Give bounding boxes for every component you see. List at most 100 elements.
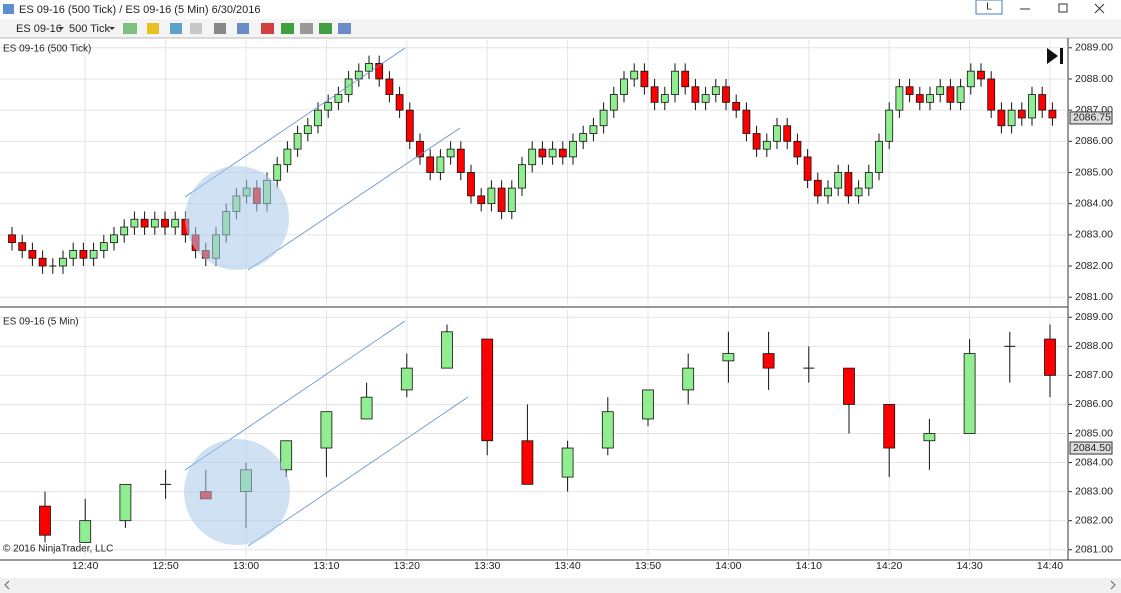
candle-body (344, 78, 353, 95)
candle-body (793, 140, 802, 158)
candle-body (579, 133, 588, 142)
candle-body (963, 353, 976, 434)
candle-body (926, 94, 934, 103)
price-marker-label: 2086.75 (1073, 112, 1111, 124)
bar-type-icon[interactable] (123, 23, 137, 34)
price-marker (1069, 111, 1113, 125)
candle-body (936, 86, 945, 95)
y-tick-label: 2088.00 (1075, 340, 1113, 352)
candle-body (283, 148, 292, 166)
candle-body (395, 94, 404, 111)
candle-body (365, 62, 373, 72)
candle-body (334, 94, 343, 103)
scroll-to-end[interactable] (1047, 48, 1063, 64)
trend-channel-line (247, 127, 461, 271)
data-icon[interactable] (338, 23, 351, 34)
interval-selector[interactable]: 500 Tick (69, 23, 110, 35)
candle-body (518, 164, 526, 189)
candle-body (89, 250, 98, 259)
toolbar-icons (123, 23, 351, 34)
candle-body (722, 86, 730, 103)
x-tick-label: 13:20 (394, 560, 420, 572)
close[interactable] (1094, 3, 1105, 14)
annotations (184, 47, 469, 547)
candle-body (864, 172, 873, 189)
restore[interactable] (1058, 3, 1068, 13)
candle-body (140, 218, 149, 228)
candle-body (885, 109, 894, 142)
y-tick-label: 2085.00 (1075, 427, 1113, 439)
properties-icon[interactable] (300, 23, 313, 34)
candle-body (691, 86, 700, 103)
y-tick-label: 2087.00 (1075, 369, 1113, 381)
link-button-label: L (986, 2, 992, 13)
candle-body (416, 140, 424, 158)
candle-body (273, 164, 282, 181)
candle-body (59, 257, 67, 267)
x-tick-label: 12:40 (72, 560, 98, 572)
candle-body (538, 148, 547, 158)
candle-body (883, 404, 896, 449)
candle-body (303, 125, 312, 134)
candle-body (561, 447, 574, 478)
candle-body (314, 109, 322, 127)
candle-body (589, 125, 598, 134)
tool-icon[interactable] (190, 23, 202, 34)
indicator-icon[interactable] (281, 23, 294, 34)
x-tick-label: 14:00 (715, 560, 741, 572)
strategy-icon[interactable] (261, 23, 274, 34)
y-tick-label: 2086.00 (1075, 135, 1113, 147)
candle-body (813, 179, 822, 197)
scroll-right[interactable] (1110, 580, 1116, 590)
panel-title: ES 09-16 (500 Tick) (3, 44, 91, 55)
toolbar (0, 19, 1121, 38)
candle-body (280, 440, 293, 471)
highlight-circle (185, 166, 289, 270)
candle-body (895, 86, 904, 111)
y-tick-label: 2081.00 (1075, 544, 1113, 556)
highlight-circle (184, 439, 290, 545)
candle-body (844, 172, 853, 197)
candle-body (18, 242, 27, 251)
zoom-icon[interactable] (237, 23, 249, 34)
y-tick-label: 2088.00 (1075, 73, 1113, 85)
candle-body (436, 156, 445, 173)
draw-tool-icon[interactable] (147, 23, 159, 34)
y-tick-label: 2084.00 (1075, 456, 1113, 468)
candle-body (956, 86, 965, 103)
candle-body (682, 367, 695, 391)
pointer-icon[interactable] (214, 23, 226, 34)
candle-body (987, 78, 996, 111)
scrollbar[interactable] (0, 578, 1121, 593)
candle-body (803, 156, 812, 181)
instrument-selector[interactable]: ES 09-16 (16, 23, 62, 35)
candle-body (773, 125, 781, 142)
dropdown-arrow (58, 27, 64, 30)
scroll-left[interactable] (4, 580, 10, 590)
money-icon[interactable] (319, 23, 332, 34)
candle-body (8, 234, 16, 244)
trend-channel-line (247, 396, 469, 547)
x-tick-label: 14:20 (876, 560, 902, 572)
candle-body (360, 396, 373, 420)
price-marker (1069, 441, 1113, 455)
candle-body (977, 70, 985, 80)
y-tick-label: 2083.00 (1075, 485, 1113, 497)
candle-body (120, 226, 129, 236)
candle-body (487, 187, 496, 205)
app-icon (3, 4, 14, 14)
y-tick-label: 2089.00 (1075, 42, 1113, 54)
candle-body (456, 148, 465, 173)
x-tick-label: 14:30 (956, 560, 982, 572)
candle-body (742, 109, 751, 134)
x-tick-label: 13:10 (313, 560, 339, 572)
candle-body (599, 109, 608, 127)
y-tick-label: 2082.00 (1075, 514, 1113, 526)
candle-body (69, 250, 78, 259)
candle-body (1028, 94, 1036, 119)
link-button[interactable] (975, 0, 1003, 15)
candle-body (161, 218, 169, 228)
candle-body (650, 86, 659, 103)
tool-icon[interactable] (170, 23, 182, 34)
candle-body (481, 338, 494, 442)
